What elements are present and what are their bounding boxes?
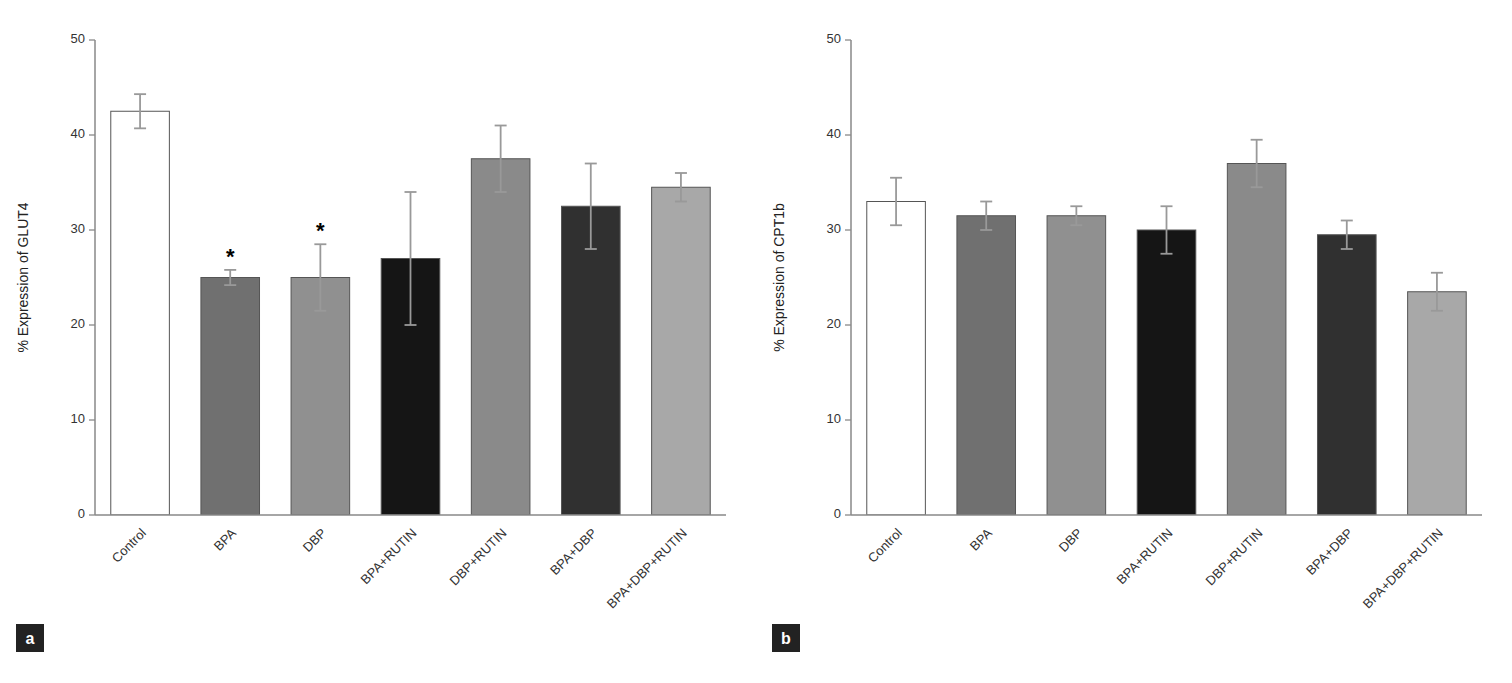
y-tick: [89, 40, 95, 41]
x-tick-label: DBP+RUTIN: [1203, 525, 1266, 588]
y-tick-label: 30: [827, 221, 841, 236]
panel-label: a: [26, 630, 35, 647]
bar: [957, 216, 1016, 515]
bar: [1408, 292, 1467, 515]
panel-label-box: [16, 624, 44, 652]
y-axis-line: [94, 40, 96, 515]
bar: [1047, 216, 1106, 515]
error-bar: [314, 244, 326, 311]
panel-label-box: [772, 624, 800, 652]
y-tick-label: 0: [834, 506, 841, 521]
y-tick: [845, 420, 851, 421]
panel-label: b: [781, 630, 791, 647]
y-tick-label: 40: [71, 126, 85, 141]
x-tick-label: BPA: [967, 525, 996, 554]
error-bar: [1070, 206, 1082, 225]
bar: [1227, 164, 1286, 516]
bar: [867, 202, 926, 516]
error-bar: [405, 192, 417, 325]
x-tick-label: BPA+DBP: [547, 525, 600, 578]
bars: [867, 140, 1466, 515]
y-tick: [89, 515, 95, 516]
bar: [111, 111, 170, 515]
x-axis-line: [851, 514, 1482, 516]
bars: [111, 94, 710, 515]
y-tick-label: 30: [71, 221, 85, 236]
y-tick: [89, 420, 95, 421]
y-tick: [845, 230, 851, 231]
y-tick: [845, 325, 851, 326]
error-bar: [1431, 273, 1443, 311]
y-axis-label: % Expression of CPT1b: [771, 203, 787, 352]
y-tick: [89, 135, 95, 136]
annotation: *: [226, 244, 235, 269]
y-tick-label: 20: [827, 316, 841, 331]
y-tick: [89, 230, 95, 231]
x-tick-label: DBP: [1056, 525, 1086, 555]
y-tick-label: 50: [827, 31, 841, 46]
error-bar: [675, 173, 687, 202]
y-tick-label: 0: [78, 506, 85, 521]
error-bar: [495, 126, 507, 193]
y-tick: [845, 40, 851, 41]
x-tick-label: BPA: [211, 525, 240, 554]
x-tick-label: Control: [109, 525, 149, 565]
y-tick-label: 50: [71, 31, 85, 46]
panel: 0 10 20 30 40 50 % Expression of CPT1b Control B…: [771, 31, 1482, 652]
y-tick: [845, 515, 851, 516]
y-tick-label: 10: [827, 411, 841, 426]
error-bar: [890, 178, 902, 226]
error-bar: [224, 270, 236, 285]
bar: [201, 278, 260, 516]
x-tick-label: BPA+RUTIN: [1114, 525, 1176, 587]
x-axis-line: [95, 514, 726, 516]
bar: [561, 206, 620, 515]
y-tick-label: 20: [71, 316, 85, 331]
y-tick-label: 40: [827, 126, 841, 141]
y-axis-line: [850, 40, 852, 515]
error-bar: [1251, 140, 1263, 188]
y-tick-label: 10: [71, 411, 85, 426]
x-tick-label: BPA+DBP+RUTIN: [1360, 525, 1446, 611]
x-tick-label: Control: [865, 525, 905, 565]
bar: [1317, 235, 1376, 515]
annotation: *: [316, 218, 325, 243]
figure: 0 10 20 30 40 50 % Expression of GLUT4 Control B…: [0, 0, 1512, 683]
error-bar: [134, 94, 146, 128]
panel: 0 10 20 30 40 50 % Expression of GLUT4 Control B…: [15, 31, 726, 652]
x-tick-label: DBP+RUTIN: [447, 525, 510, 588]
error-bar: [980, 202, 992, 231]
x-tick-label: DBP: [300, 525, 330, 555]
error-bar: [1341, 221, 1353, 250]
error-bar: [585, 164, 597, 250]
error-bar: [1161, 206, 1173, 254]
y-axis-label: % Expression of GLUT4: [15, 202, 31, 352]
x-tick-label: BPA+DBP: [1303, 525, 1356, 578]
bar: [1137, 230, 1196, 515]
x-tick-label: BPA+DBP+RUTIN: [604, 525, 690, 611]
x-tick-label: BPA+RUTIN: [358, 525, 420, 587]
bar: [652, 187, 711, 515]
bar: [291, 278, 350, 516]
bar: [471, 159, 530, 515]
y-tick: [89, 325, 95, 326]
y-tick: [845, 135, 851, 136]
